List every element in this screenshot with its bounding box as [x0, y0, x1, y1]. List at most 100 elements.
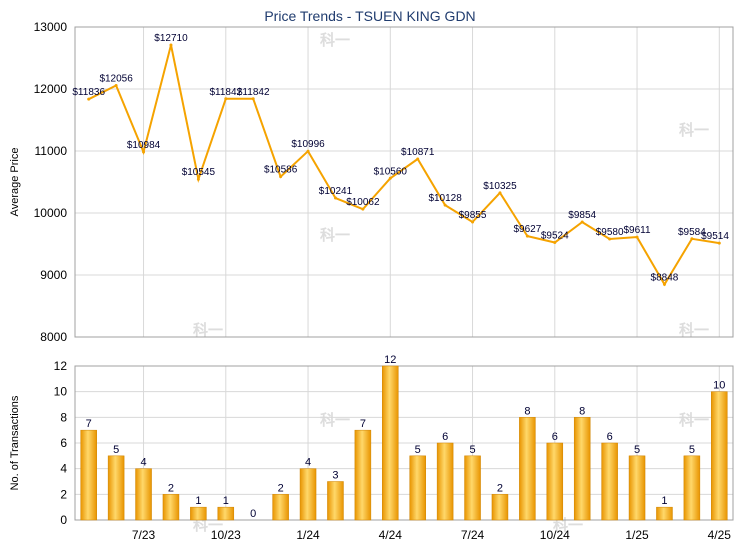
- price-point-10: [361, 207, 365, 211]
- price-point-5: [224, 97, 228, 101]
- xtick-5: 10/24: [540, 528, 570, 542]
- price-label-19: $9580: [596, 227, 624, 238]
- price-ytick-3: 11000: [35, 144, 68, 158]
- xtick-7: 4/25: [708, 528, 732, 542]
- xtick-0: 7/23: [132, 528, 156, 542]
- price-ytick-4: 12000: [34, 82, 68, 96]
- transaction-label-8: 4: [305, 457, 311, 469]
- transaction-label-17: 6: [552, 431, 558, 443]
- transaction-bar-0: [80, 429, 97, 521]
- transaction-bar-20: [628, 455, 646, 521]
- transaction-bar-3: [162, 494, 180, 521]
- price-point-15: [498, 191, 502, 195]
- price-label-0: $11836: [72, 87, 105, 98]
- transaction-label-21: 1: [661, 495, 667, 507]
- chart-title: Price Trends - TSUEN KING GDN: [264, 8, 475, 24]
- transaction-bar-1: [107, 455, 125, 521]
- price-label-18: $9854: [568, 210, 596, 221]
- price-label-1: $12056: [99, 74, 133, 85]
- transaction-bar-11: [382, 365, 399, 521]
- transaction-bar-14: [464, 455, 481, 521]
- price-label-23: $9514: [701, 231, 729, 242]
- bar-ytick-2: 4: [60, 462, 67, 476]
- price-label-11: $10560: [374, 166, 408, 177]
- price-point-13: [443, 203, 447, 207]
- transaction-bar-9: [327, 481, 344, 521]
- price-point-23: [717, 241, 721, 245]
- price-label-6: $11842: [237, 87, 270, 98]
- price-label-20: $9611: [624, 225, 652, 236]
- transaction-bar-15: [491, 494, 509, 521]
- transaction-bar-23: [711, 391, 728, 521]
- price-point-0: [87, 97, 91, 101]
- price-point-21: [662, 282, 666, 286]
- price-point-7: [279, 175, 283, 179]
- watermark-1: 科一: [679, 121, 709, 139]
- watermark-6: 科一: [679, 411, 709, 429]
- price-label-14: $9855: [459, 210, 487, 221]
- price-label-2: $10984: [127, 140, 161, 151]
- watermark-2: 科一: [320, 226, 350, 244]
- transaction-label-1: 5: [113, 444, 119, 456]
- transaction-bar-13: [436, 442, 454, 521]
- bar-ytick-6: 12: [54, 359, 68, 373]
- bar-ytick-5: 10: [54, 385, 68, 399]
- price-label-3: $12710: [154, 33, 188, 44]
- transaction-bar-10: [354, 429, 372, 521]
- price-label-10: $10062: [346, 197, 380, 208]
- price-label-21: $8848: [651, 272, 679, 283]
- watermark-5: 科一: [320, 411, 350, 429]
- transaction-label-22: 5: [689, 444, 695, 456]
- price-ytick-1: 9000: [40, 268, 67, 282]
- transaction-label-5: 1: [223, 495, 229, 507]
- price-label-12: $10871: [401, 147, 435, 158]
- price-point-2: [142, 150, 146, 154]
- price-point-18: [580, 220, 584, 224]
- price-point-9: [333, 196, 337, 200]
- price-label-4: $10545: [182, 167, 216, 178]
- price-label-5: $11842: [209, 87, 242, 98]
- price-label-22: $9584: [678, 227, 706, 238]
- transaction-label-6: 0: [250, 508, 256, 520]
- price-point-22: [690, 237, 694, 241]
- transaction-label-23: 10: [713, 380, 725, 392]
- price-point-12: [416, 157, 420, 161]
- price-label-13: $10128: [428, 193, 462, 204]
- xtick-1: 10/23: [211, 528, 241, 542]
- price-point-14: [471, 220, 475, 224]
- transaction-label-9: 3: [332, 470, 338, 482]
- bar-ytick-3: 6: [60, 436, 67, 450]
- xtick-3: 4/24: [379, 528, 403, 542]
- price-point-8: [306, 149, 310, 153]
- price-plot-frame: [74, 26, 734, 338]
- watermark-3: 科一: [679, 321, 709, 339]
- transaction-label-0: 7: [86, 418, 92, 430]
- transaction-label-15: 2: [497, 482, 503, 494]
- xtick-4: 7/24: [461, 528, 485, 542]
- transaction-bar-19: [601, 442, 618, 521]
- transaction-bar-4: [190, 506, 207, 521]
- bar-ylabel: No. of Transactions: [9, 395, 21, 490]
- transaction-label-20: 5: [634, 444, 640, 456]
- transaction-bar-8: [299, 468, 317, 521]
- transaction-bar-21: [656, 506, 673, 521]
- price-point-3: [169, 43, 173, 47]
- price-point-11: [388, 176, 392, 180]
- transaction-label-19: 6: [607, 431, 613, 443]
- transaction-label-2: 4: [140, 457, 146, 469]
- price-line: [88, 44, 720, 287]
- transaction-label-16: 8: [524, 405, 530, 417]
- transaction-label-10: 7: [360, 418, 366, 430]
- transaction-bar-16: [519, 417, 536, 521]
- watermark-4: 科一: [193, 321, 223, 339]
- transaction-label-18: 8: [579, 405, 585, 417]
- transaction-label-4: 1: [195, 495, 201, 507]
- price-point-16: [525, 234, 529, 238]
- price-point-4: [196, 177, 200, 181]
- transaction-bar-17: [546, 442, 564, 521]
- price-point-20: [635, 235, 639, 239]
- bar-ytick-4: 8: [60, 410, 67, 424]
- price-label-8: $10996: [291, 139, 325, 150]
- transaction-label-13: 6: [442, 431, 448, 443]
- price-ytick-2: 10000: [34, 206, 68, 220]
